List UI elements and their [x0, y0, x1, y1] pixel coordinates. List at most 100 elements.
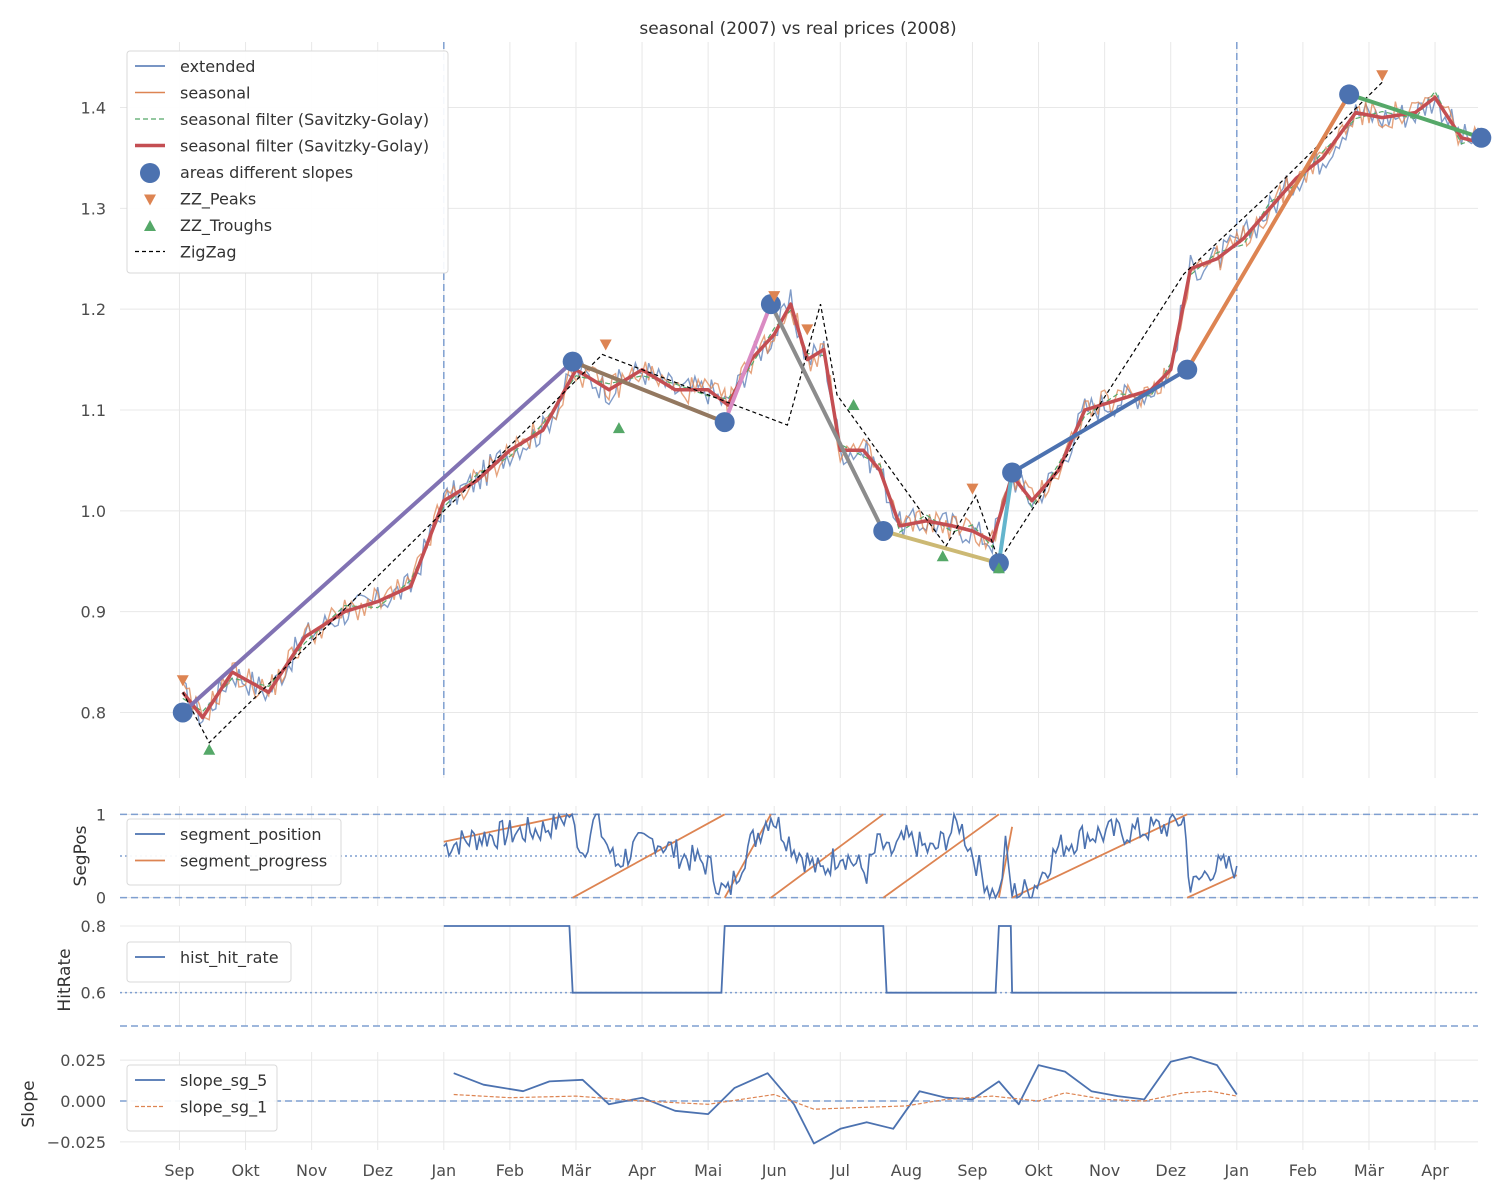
area-slope-segment: [1347, 92, 1484, 140]
area-point: [1002, 462, 1023, 483]
area-point: [562, 351, 583, 372]
legend-entry: seasonal: [180, 84, 251, 103]
y-tick-label: 0.9: [81, 603, 106, 622]
x-tick-label: Mär: [1354, 1161, 1385, 1180]
y-tick-label: 1: [96, 805, 106, 824]
legend-entry: ZigZag: [180, 243, 236, 262]
y-tick-label: 0.000: [60, 1092, 106, 1111]
x-tick-label: Aug: [891, 1161, 922, 1180]
grid-layer: [120, 42, 1478, 1150]
legend-entry: seasonal filter (Savitzky-Golay): [180, 137, 429, 156]
x-tick-label: Jul: [830, 1161, 850, 1180]
peak-marker: [966, 483, 979, 495]
area-point: [714, 412, 735, 433]
area-slope-segment: [996, 470, 1015, 566]
x-tick-label: Nov: [1089, 1161, 1120, 1180]
segment-position-line: [443, 811, 1238, 901]
area-point: [873, 520, 894, 541]
legend-entry: segment_position: [180, 825, 322, 845]
legend-layer: extended seasonal seasonal filter (Savitzk…: [126, 50, 449, 1132]
legend-entry: hist_hit_rate: [180, 948, 279, 968]
x-tick-label: Okt: [231, 1161, 259, 1180]
area-slope-segment: [722, 302, 773, 425]
peak-marker: [1376, 70, 1389, 82]
legend-swatch: [140, 163, 160, 183]
legend-entry: areas different slopes: [180, 163, 353, 182]
legend-box: [126, 1064, 278, 1132]
x-tick-label: Jan: [430, 1161, 456, 1180]
peak-marker: [176, 675, 189, 687]
axes-layer: 0.8 0.9 1.0 1.1 1.2 1.3 1.4 0 1 0.6 0.8 −0.025 0.000…: [47, 99, 1450, 1180]
x-tick-label: Jan: [1223, 1161, 1249, 1180]
legend-box: [126, 818, 342, 886]
legend-entry: ZZ_Peaks: [180, 190, 256, 210]
y-tick-label: 0.8: [81, 917, 106, 936]
peak-marker: [801, 324, 814, 336]
area-point: [1177, 359, 1198, 380]
area-slope-segment: [881, 528, 1001, 566]
peak-marker: [768, 291, 781, 303]
area-slope-segment: [1010, 367, 1190, 475]
trough-marker: [936, 550, 949, 562]
legend-entry: ZZ_Troughs: [180, 216, 272, 236]
y-tick-label: 0.025: [60, 1051, 106, 1070]
filter-thick-line: [181, 95, 1482, 720]
area-slope-segment: [768, 302, 886, 533]
legend-box: [126, 941, 292, 983]
chart-title: seasonal (2007) vs real prices (2008): [639, 19, 956, 39]
trough-marker: [992, 562, 1005, 574]
legend-swatch: [144, 194, 156, 206]
x-tick-label: Apr: [628, 1161, 656, 1180]
slope-sg1-line: [453, 1090, 1237, 1110]
y-tick-label: 0.8: [81, 703, 106, 722]
area-point: [760, 294, 781, 315]
x-tick-label: Feb: [496, 1161, 524, 1180]
segment-progress-line: [1186, 874, 1238, 899]
y-tick-label: 1.3: [81, 199, 106, 218]
x-tick-label: Nov: [296, 1161, 327, 1180]
x-tick-label: Mär: [561, 1161, 592, 1180]
area-point: [172, 702, 193, 723]
area-slope-segment: [570, 359, 727, 425]
y-tick-label: 1.4: [81, 99, 106, 118]
peak-marker: [599, 339, 612, 351]
trough-marker: [847, 398, 860, 410]
segment-progress-line: [770, 813, 884, 899]
y-tick-label: 1.0: [81, 502, 106, 521]
legend-entry: seasonal filter (Savitzky-Golay): [180, 110, 429, 129]
x-tick-label: Okt: [1024, 1161, 1052, 1180]
legend-entry: extended: [180, 57, 255, 76]
y-tick-label: 1.1: [81, 401, 106, 420]
trough-marker: [203, 743, 216, 755]
x-tick-label: Sep: [957, 1161, 987, 1180]
ylabel-slope: Slope: [19, 1080, 39, 1127]
ylabel-hitrate: HitRate: [55, 948, 75, 1011]
x-tick-label: Jun: [761, 1161, 787, 1180]
hit-rate-line: [443, 925, 1237, 994]
legend-entry: slope_sg_1: [180, 1098, 267, 1118]
data-layer: [172, 70, 1492, 1145]
x-tick-label: Apr: [1421, 1161, 1449, 1180]
legend-entry: slope_sg_5: [180, 1071, 267, 1091]
x-tick-label: Feb: [1289, 1161, 1317, 1180]
trough-marker: [612, 422, 625, 434]
x-tick-label: Dez: [1155, 1161, 1186, 1180]
x-tick-label: Mai: [694, 1161, 722, 1180]
x-tick-label: Sep: [164, 1161, 194, 1180]
y-tick-label: −0.025: [47, 1133, 106, 1152]
segment-progress-line: [882, 813, 1000, 899]
area-slope-segment: [180, 359, 575, 715]
segment-progress-line: [998, 826, 1013, 898]
legend-box: [126, 50, 449, 274]
area-point: [1339, 84, 1360, 105]
legend-swatch: [144, 220, 156, 231]
slope-sg5-line: [453, 1056, 1238, 1145]
ylabel-segpos: SegPos: [71, 825, 91, 886]
x-tick-label: Dez: [362, 1161, 393, 1180]
area-slope-segment: [1185, 92, 1352, 372]
y-tick-label: 0.6: [81, 984, 106, 1003]
segment-progress-line: [1011, 813, 1188, 899]
y-tick-label: 0: [96, 889, 106, 908]
area-point: [1471, 127, 1492, 148]
